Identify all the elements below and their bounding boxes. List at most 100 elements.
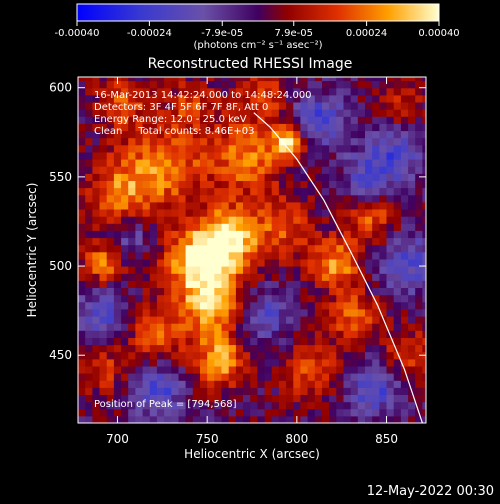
heatmap-cell <box>400 394 409 403</box>
heatmap-cell <box>235 166 244 174</box>
heatmap-cell <box>293 116 302 124</box>
heatmap-cell <box>156 323 165 331</box>
heatmap-cell <box>243 130 251 139</box>
heatmap-cell <box>128 351 136 360</box>
heatmap-cell <box>113 201 122 210</box>
heatmap-cell <box>314 415 323 423</box>
heatmap-cell <box>314 323 323 331</box>
heatmap-cell <box>293 237 302 246</box>
heatmap-cell <box>386 358 395 367</box>
heatmap-cell <box>415 223 423 231</box>
heatmap-cell <box>372 223 380 231</box>
heatmap-cell <box>379 294 388 303</box>
heatmap-cell <box>106 358 115 367</box>
heatmap-cell <box>78 109 86 117</box>
heatmap-cell <box>106 130 115 139</box>
heatmap-cell <box>322 173 330 181</box>
heatmap-cell <box>278 244 287 253</box>
heatmap-cell <box>372 116 380 124</box>
heatmap-cell <box>149 173 158 181</box>
heatmap-cell <box>286 230 294 239</box>
heatmap-cell <box>343 123 352 132</box>
heatmap-cell <box>214 230 223 239</box>
heatmap-cell <box>386 394 395 403</box>
heatmap-cell <box>314 151 323 160</box>
heatmap-cell <box>386 330 395 338</box>
heatmap-cell <box>185 109 194 117</box>
heatmap-cell <box>185 77 194 82</box>
heatmap-cell <box>135 380 144 388</box>
heatmap-cell <box>264 344 273 353</box>
heatmap-cell <box>164 216 172 224</box>
heatmap-cell <box>400 230 409 239</box>
heatmap-cell <box>336 137 345 146</box>
heatmap-cell <box>207 358 215 367</box>
heatmap-cell <box>379 230 388 239</box>
heatmap-cell <box>156 266 165 274</box>
heatmap-cell <box>314 223 323 231</box>
heatmap-cell <box>106 209 115 217</box>
heatmap-cell <box>286 408 294 417</box>
heatmap-cell <box>85 102 93 110</box>
heatmap-cell <box>200 394 208 403</box>
heatmap-cell <box>192 102 201 110</box>
heatmap-cell <box>192 230 201 239</box>
heatmap-cell <box>121 173 129 181</box>
heatmap-cell <box>408 173 416 181</box>
heatmap-cell <box>78 209 86 217</box>
heatmap-cell <box>408 330 416 338</box>
heatmap-cell <box>293 123 302 132</box>
heatmap-cell <box>293 337 302 346</box>
heatmap-cell <box>286 194 294 203</box>
heatmap-cell <box>78 77 86 82</box>
heatmap-cell <box>200 244 208 253</box>
heatmap-cell <box>336 365 345 374</box>
heatmap-cell <box>92 109 101 117</box>
heatmap-cell <box>221 273 230 281</box>
heatmap-cell <box>350 187 359 196</box>
heatmap-cell <box>228 166 237 174</box>
heatmap-cell <box>243 102 251 110</box>
heatmap-cell <box>343 130 352 139</box>
heatmap-cell <box>408 280 416 288</box>
heatmap-cell <box>386 251 395 260</box>
heatmap-cell <box>393 237 402 246</box>
heatmap-cell <box>185 351 194 360</box>
heatmap-cell <box>422 387 426 395</box>
heatmap-cell <box>386 301 395 310</box>
heatmap-cell <box>121 415 129 423</box>
heatmap-cell <box>415 358 423 367</box>
heatmap-cell <box>135 323 144 331</box>
heatmap-cell <box>372 94 380 103</box>
heatmap-cell <box>422 323 426 331</box>
heatmap-cell <box>228 130 237 139</box>
heatmap-cell <box>228 180 237 189</box>
heatmap-cell <box>85 173 93 181</box>
heatmap-cell <box>365 287 373 296</box>
heatmap-cell <box>171 387 180 395</box>
heatmap-cell <box>250 223 258 231</box>
heatmap-cell <box>214 373 223 381</box>
heatmap-cell <box>278 166 287 174</box>
heatmap-cell <box>278 380 287 388</box>
colorbar-tick-label: -7.9e-05 <box>201 28 243 39</box>
heatmap-cell <box>264 408 273 417</box>
heatmap-cell <box>85 266 93 274</box>
heatmap-cell <box>99 337 108 346</box>
heatmap-cell <box>350 144 359 153</box>
heatmap-cell <box>271 280 280 288</box>
heatmap-cell <box>113 237 122 246</box>
heatmap-cell <box>357 180 366 189</box>
heatmap-cell <box>78 394 86 403</box>
heatmap-cell <box>192 130 201 139</box>
heatmap-cell <box>286 116 294 124</box>
heatmap-cell <box>192 180 201 189</box>
heatmap-cell <box>329 223 337 231</box>
heatmap-cell <box>264 387 273 395</box>
heatmap-cell <box>78 94 86 103</box>
heatmap-cell <box>350 159 359 167</box>
heatmap-cell <box>228 387 237 395</box>
heatmap-cell <box>264 173 273 181</box>
annotation-peak: Position of Peak = [794,568] <box>94 399 237 410</box>
heatmap-cell <box>379 344 388 353</box>
